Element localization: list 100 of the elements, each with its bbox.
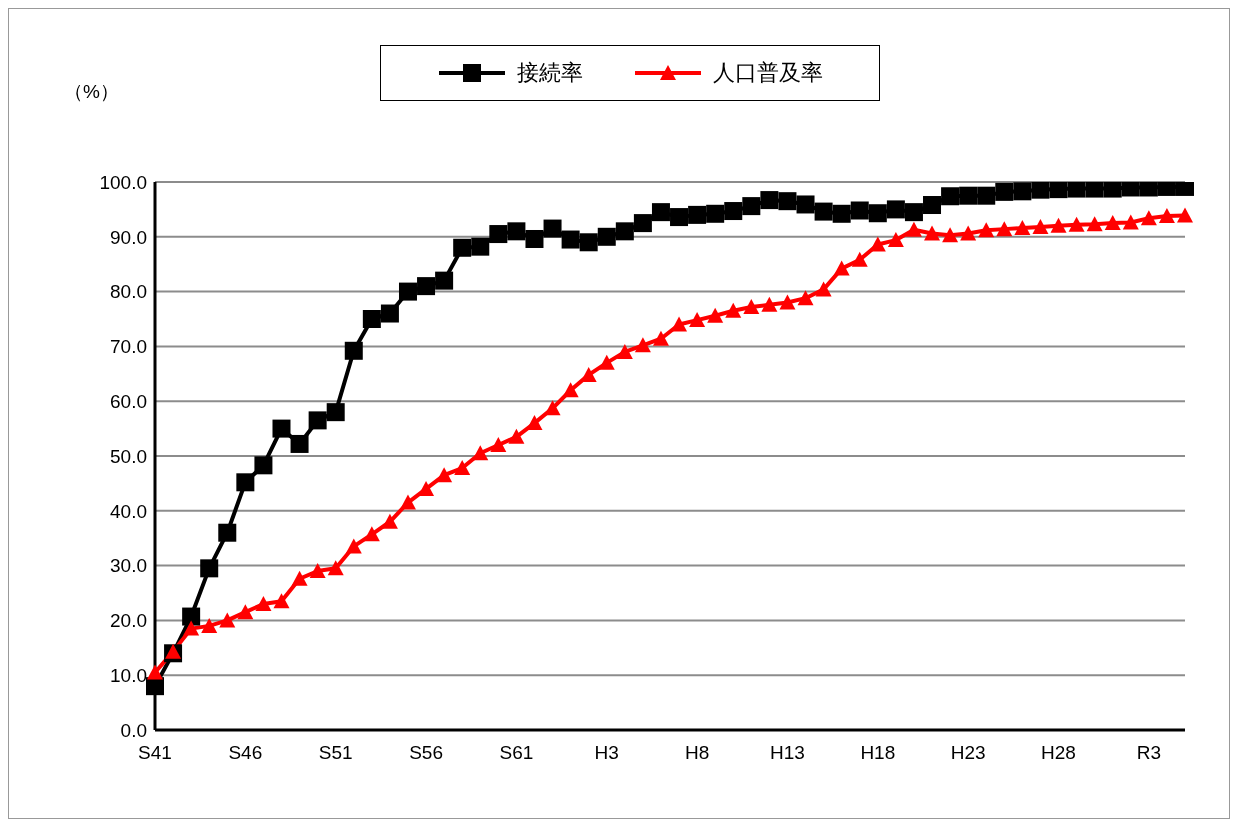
point [1104,215,1121,231]
point [743,298,760,314]
point [200,559,219,578]
point [147,664,163,680]
point [995,182,1014,201]
point [165,643,182,659]
point [1014,220,1031,236]
point [272,419,291,438]
point [779,294,796,310]
point [561,230,580,249]
point [381,513,398,529]
point [760,191,779,210]
x-tick-label: S56 [409,742,443,764]
y-tick-label: 90.0 [110,226,147,248]
point [688,205,707,224]
point [1085,182,1104,198]
point [182,607,201,626]
point [651,203,670,222]
point [886,200,905,219]
point [219,612,236,628]
y-tick-label: 60.0 [110,390,147,412]
point [508,428,525,444]
point [689,312,706,328]
point [815,281,832,297]
point [290,434,309,453]
point [309,563,326,579]
y-tick-label: 10.0 [110,664,147,686]
x-tick-label: H3 [594,742,619,764]
point [868,204,887,223]
point [236,473,255,492]
point [454,460,471,476]
point [598,354,615,370]
point [941,187,960,206]
point [671,316,688,332]
point [291,570,308,586]
x-tick-label: S61 [499,742,534,764]
point [183,620,200,636]
point [832,204,851,223]
point [218,523,237,542]
point [273,593,290,609]
point [489,225,508,244]
point [1049,182,1068,199]
point [833,260,850,276]
legend-label: 人口普及率 [713,59,823,87]
point [344,341,363,360]
x-tick-label: H28 [1041,742,1076,764]
y-tick-label: 80.0 [110,281,147,303]
point [525,229,544,248]
point [1031,182,1050,199]
point [1103,182,1122,198]
point [887,232,904,248]
point [616,343,633,359]
point [345,538,362,554]
point [308,411,327,430]
point [924,225,941,241]
point [869,236,886,252]
point [255,595,272,611]
point [380,304,399,323]
y-tick-label: 20.0 [110,610,147,632]
point [670,208,689,227]
point [453,238,472,257]
point [1032,218,1049,234]
point [652,330,669,346]
point [1068,216,1085,232]
point [507,222,526,241]
y-tick-label: 0.0 [120,719,147,741]
y-tick-label: 50.0 [110,445,147,467]
point [326,403,345,422]
point [597,227,616,246]
point [562,382,579,398]
point [959,186,978,205]
point [796,195,815,214]
x-tick-label: S41 [138,742,172,764]
y-tick-label: 70.0 [110,336,147,358]
point [1140,210,1157,226]
point [706,204,725,223]
x-tick-label: H13 [770,742,805,764]
legend-label: 接続率 [517,59,583,87]
point [996,221,1013,237]
x-tick-label: H8 [684,742,710,764]
point [905,221,922,237]
point [923,196,942,215]
point [1122,214,1139,230]
point [363,526,380,542]
x-tick-label: S51 [318,742,353,764]
point [543,219,562,238]
point [399,494,416,510]
point [960,225,977,241]
point [1158,207,1175,223]
y-tick-label: 100.0 [99,171,147,193]
point [778,192,797,211]
x-tick-label: H23 [950,742,986,764]
point [417,277,436,296]
point [742,197,761,216]
point [471,237,490,256]
point [725,302,742,318]
x-tick-label: S46 [228,742,263,764]
point [634,337,651,353]
point [237,604,254,620]
point [978,222,995,238]
